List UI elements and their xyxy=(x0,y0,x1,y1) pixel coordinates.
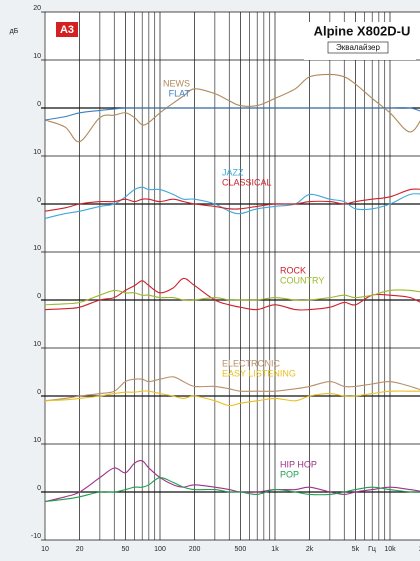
curves xyxy=(44,73,420,503)
legend-label: ROCK xyxy=(280,265,306,275)
chart-subtitle: Эквалайзер xyxy=(336,43,380,52)
x-tick-label: 200 xyxy=(189,546,201,553)
response-curve xyxy=(44,289,420,306)
legend-label: HIP HOP xyxy=(280,459,317,469)
response-curve xyxy=(44,460,420,503)
y-axis-label: дБ xyxy=(10,28,19,35)
legend-label: POP xyxy=(280,469,299,479)
x-tick-label: 20k xyxy=(419,546,420,553)
y-tick-label: 10 xyxy=(33,437,41,444)
y-tick-label: 10 xyxy=(33,245,41,252)
y-tick-label: 10 xyxy=(33,341,41,348)
y-tick-label: 0 xyxy=(37,101,41,108)
legend-label: JAZZ xyxy=(222,167,244,177)
y-tick-label: 10 xyxy=(33,53,41,60)
subtitle-box xyxy=(327,41,389,54)
legend-label: NEWS xyxy=(163,78,190,88)
x-tick-label: 1k xyxy=(271,546,279,553)
x-tick-label: 100 xyxy=(154,546,166,553)
x-tick-label: 5k xyxy=(352,546,360,553)
y-tick-label: 10 xyxy=(33,149,41,156)
title-box xyxy=(304,22,416,60)
chart-title: Alpine X802D-U xyxy=(314,23,411,38)
x-axis-label: Гц xyxy=(368,546,376,553)
response-curve xyxy=(44,477,420,503)
x-tick-label: 10k xyxy=(384,546,396,553)
response-curve xyxy=(44,277,420,311)
y-tick-label: 0 xyxy=(37,389,41,396)
response-curve xyxy=(44,376,420,402)
logo: A3 xyxy=(60,24,74,36)
x-tick-label: 2k xyxy=(306,546,314,553)
legend-label: CLASSICAL xyxy=(222,177,272,187)
y-tick-label: 0 xyxy=(37,485,41,492)
logo-box xyxy=(56,22,78,37)
legend-label: COUNTRY xyxy=(280,275,324,285)
x-tick-label: 50 xyxy=(121,546,129,553)
response-curve xyxy=(44,107,420,121)
y-tick-label: -10 xyxy=(31,533,41,540)
legend-label: ELECTRONIC xyxy=(222,358,281,368)
response-curve xyxy=(44,188,420,212)
x-tick-label: 20 xyxy=(76,546,84,553)
plot-area xyxy=(45,12,420,540)
legend-label: FLAT xyxy=(169,88,191,98)
x-tick-label: 500 xyxy=(235,546,247,553)
x-tick-label: 10 xyxy=(41,546,49,553)
response-curve xyxy=(44,73,420,143)
y-tick-label: 0 xyxy=(37,293,41,300)
y-tick-label: 0 xyxy=(37,197,41,204)
legend-label: EASY LISTENING xyxy=(222,368,296,378)
response-curve xyxy=(44,390,420,407)
y-tick-label: 20 xyxy=(33,5,41,12)
response-curve xyxy=(44,186,420,219)
grid xyxy=(41,11,420,541)
